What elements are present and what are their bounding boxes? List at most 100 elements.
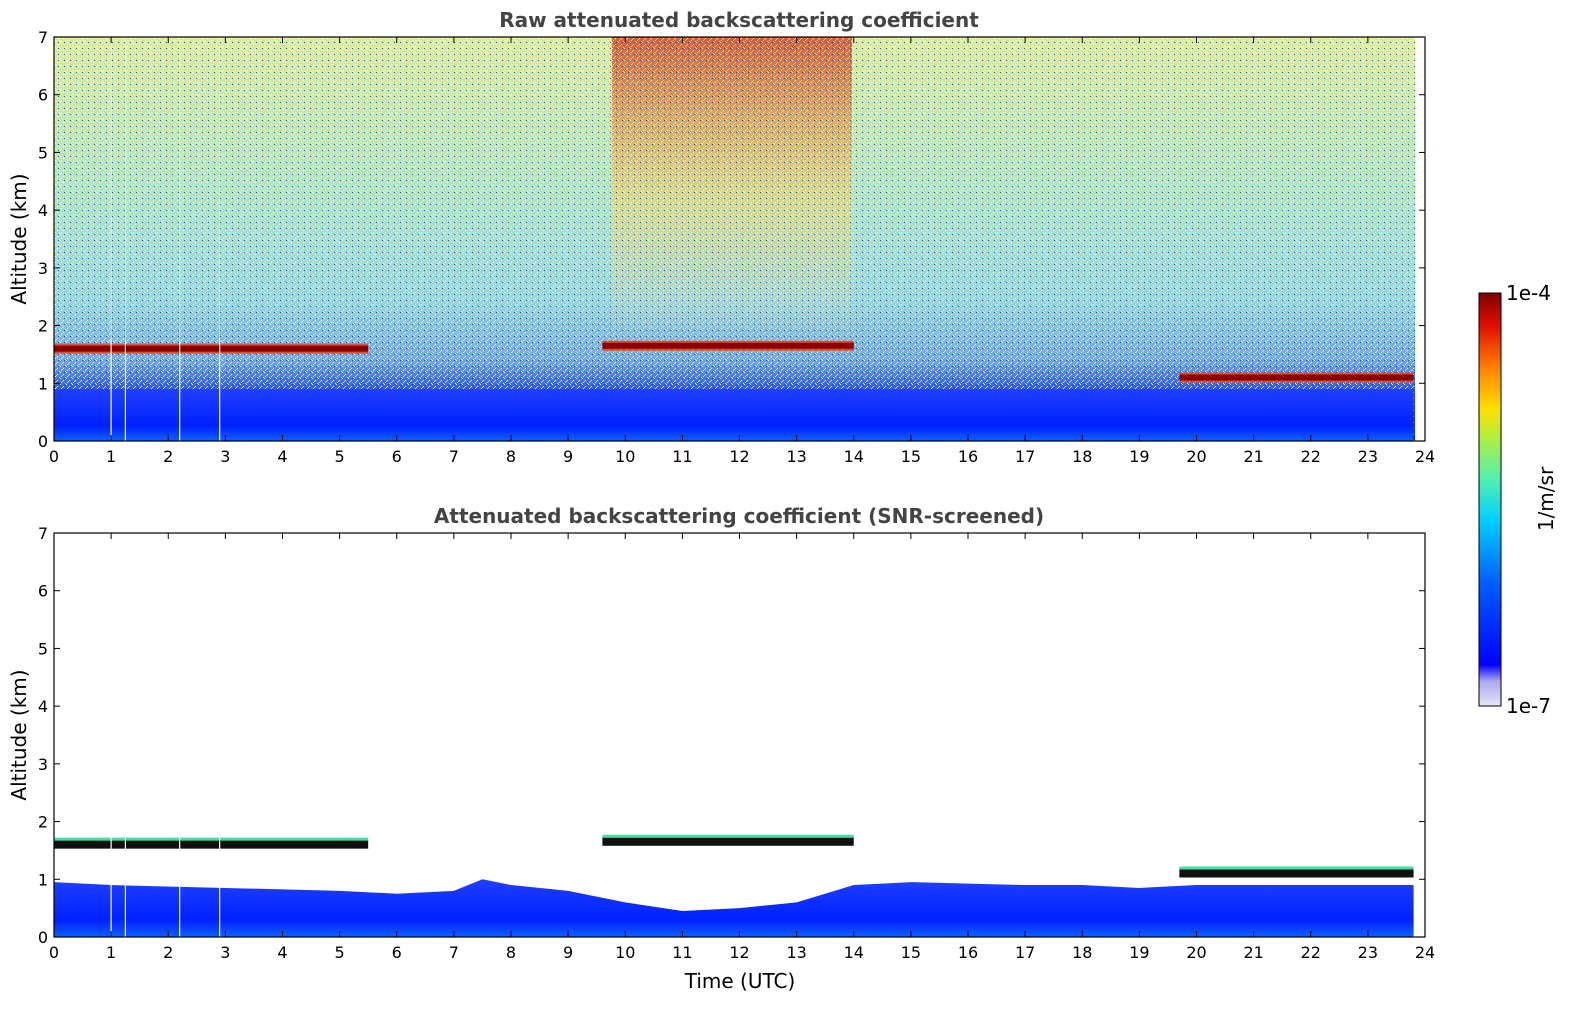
y-tick-label: 5 <box>38 639 48 658</box>
x-tick-label: 10 <box>615 943 635 962</box>
y-tick-label: 1 <box>38 870 48 889</box>
x-tick-label: 2 <box>163 943 173 962</box>
heatmap-area <box>54 37 1415 441</box>
colorbar-max-label: 1e-4 <box>1506 281 1551 305</box>
x-axis: 0 1 2 3 4 5 6 7 8 9 10 11 12 13 14 15 16 17 18 19 20 21 22 23 24 <box>49 533 1435 962</box>
x-tick-label: 12 <box>729 447 749 466</box>
panel-title: Attenuated backscattering coefficient (S… <box>434 504 1044 528</box>
y-tick-label: 2 <box>38 317 48 336</box>
y-tick-label: 4 <box>38 697 48 716</box>
x-tick-label: 0 <box>49 943 59 962</box>
x-tick-label: 12 <box>729 943 749 962</box>
cloud-layer <box>54 840 369 849</box>
x-tick-label: 24 <box>1415 447 1435 466</box>
x-tick-label: 20 <box>1186 447 1206 466</box>
cloud-layer <box>1179 374 1414 381</box>
colorbar-unit-label: 1/m/sr <box>1534 466 1558 531</box>
cloud-layers <box>54 340 1414 383</box>
data-gaps <box>110 37 221 441</box>
x-tick-label: 6 <box>392 447 402 466</box>
cloud-layer <box>602 837 854 846</box>
colorbar-gradient <box>1479 293 1501 706</box>
y-axis: 0 1 2 3 4 5 6 7 <box>38 28 1425 451</box>
cloud-layer-edge <box>602 834 854 839</box>
x-tick-label: 23 <box>1358 447 1378 466</box>
x-axis: 0 1 2 3 4 5 6 7 8 9 10 11 12 13 14 15 16 17 18 19 20 21 22 23 24 <box>49 37 1435 466</box>
x-tick-label: 7 <box>449 447 459 466</box>
colorbar: 1e-4 1e-7 1/m/sr <box>1478 281 1558 718</box>
y-tick-label: 7 <box>38 524 48 543</box>
x-tick-label: 3 <box>220 447 230 466</box>
x-tick-label: 14 <box>844 447 864 466</box>
x-tick-label: 1 <box>106 447 116 466</box>
x-tick-label: 4 <box>277 447 287 466</box>
x-tick-label: 9 <box>563 447 573 466</box>
x-tick-label: 15 <box>901 447 921 466</box>
boundary-layer <box>54 389 1414 441</box>
x-tick-label: 9 <box>563 943 573 962</box>
x-tick-label: 11 <box>672 447 692 466</box>
x-tick-label: 1 <box>106 943 116 962</box>
x-tick-label: 2 <box>163 447 173 466</box>
x-axis-label: Time (UTC) <box>684 969 796 993</box>
y-tick-label: 4 <box>38 201 48 220</box>
x-tick-label: 23 <box>1358 943 1378 962</box>
boundary-layer <box>54 879 1414 937</box>
x-tick-label: 18 <box>1072 447 1092 466</box>
x-tick-label: 17 <box>1015 447 1035 466</box>
x-tick-label: 5 <box>335 447 345 466</box>
panel-title: Raw attenuated backscattering coefficien… <box>499 8 979 32</box>
x-tick-label: 11 <box>672 943 692 962</box>
y-axis: 0 1 2 3 4 5 6 7 <box>38 524 1425 947</box>
y-tick-label: 1 <box>38 374 48 393</box>
x-tick-label: 17 <box>1015 943 1035 962</box>
colorbar-frame <box>1478 292 1502 707</box>
raw-backscatter-panel: Raw attenuated backscattering coefficien… <box>7 8 1435 466</box>
data-gaps <box>110 836 221 937</box>
y-tick-label: 2 <box>38 813 48 832</box>
x-tick-label: 14 <box>844 943 864 962</box>
y-tick-label: 6 <box>38 582 48 601</box>
cloud-layer <box>602 342 854 349</box>
y-tick-label: 3 <box>38 259 48 278</box>
snr-screened-panel: Attenuated backscattering coefficient (S… <box>7 504 1435 993</box>
x-tick-label: 8 <box>506 447 516 466</box>
x-tick-label: 10 <box>615 447 635 466</box>
x-tick-label: 21 <box>1243 943 1263 962</box>
x-tick-label: 13 <box>786 943 806 962</box>
x-tick-label: 13 <box>786 447 806 466</box>
y-tick-label: 3 <box>38 755 48 774</box>
x-tick-label: 3 <box>220 943 230 962</box>
x-tick-label: 18 <box>1072 943 1092 962</box>
cloud-layer <box>54 345 369 352</box>
x-tick-label: 22 <box>1301 943 1321 962</box>
x-tick-label: 4 <box>277 943 287 962</box>
x-tick-label: 24 <box>1415 943 1435 962</box>
x-tick-label: 19 <box>1129 943 1149 962</box>
x-tick-label: 15 <box>901 943 921 962</box>
x-tick-label: 19 <box>1129 447 1149 466</box>
heatmap-area <box>54 533 1425 937</box>
x-tick-label: 7 <box>449 943 459 962</box>
x-tick-label: 21 <box>1243 447 1263 466</box>
y-axis-label: Altitude (km) <box>7 173 31 304</box>
x-tick-label: 5 <box>335 943 345 962</box>
boundary-layer-fill <box>54 389 1414 441</box>
x-tick-label: 16 <box>958 447 978 466</box>
cloud-layers <box>54 834 1414 878</box>
y-tick-label: 0 <box>38 432 48 451</box>
x-tick-label: 6 <box>392 943 402 962</box>
x-tick-label: 20 <box>1186 943 1206 962</box>
colorbar-min-label: 1e-7 <box>1506 694 1551 718</box>
x-tick-label: 22 <box>1301 447 1321 466</box>
y-tick-label: 5 <box>38 143 48 162</box>
boundary-layer-fill <box>54 879 1414 937</box>
x-tick-label: 8 <box>506 943 516 962</box>
y-tick-label: 6 <box>38 86 48 105</box>
cloud-layer <box>1179 869 1414 878</box>
x-tick-label: 0 <box>49 447 59 466</box>
cloud-layer-edge <box>54 837 369 842</box>
y-tick-label: 0 <box>38 928 48 947</box>
y-axis-label: Altitude (km) <box>7 669 31 800</box>
